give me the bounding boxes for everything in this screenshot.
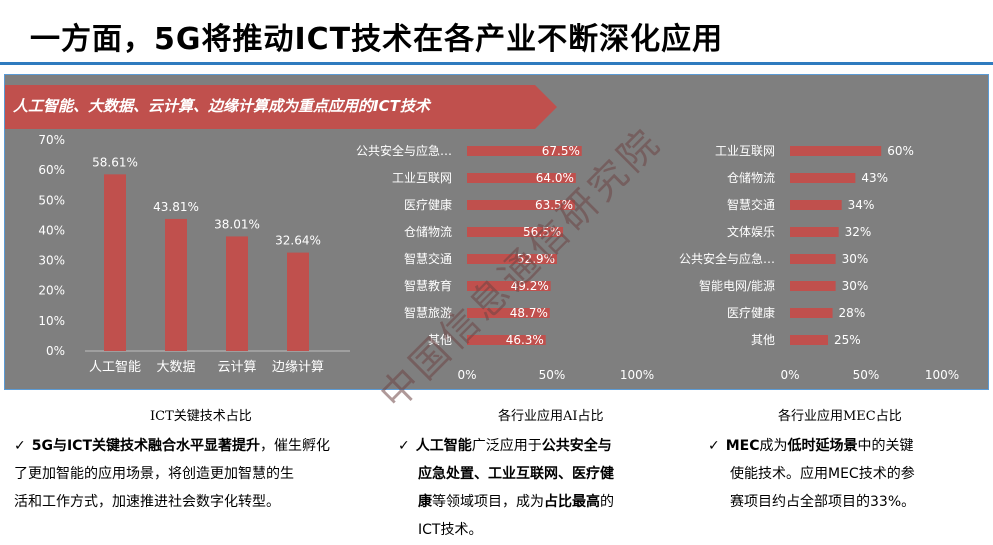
- data-label: 32%: [845, 225, 872, 239]
- banner-text: 人工智能、大数据、云计算、边缘计算成为重点应用的ICT技术: [13, 97, 430, 115]
- data-label: 25%: [834, 333, 861, 347]
- data-label: 34%: [848, 198, 875, 212]
- data-label: 58.61%: [92, 155, 138, 169]
- category-label: 工业互联网: [392, 171, 452, 185]
- category-label: 公共安全与应急…: [356, 143, 452, 158]
- check-icon: ✓: [14, 438, 26, 454]
- bar: [467, 200, 575, 210]
- category-label: 其他: [751, 333, 775, 347]
- category-label: 医疗健康: [727, 305, 775, 320]
- caption-mec: 各行业应用MEC占比: [778, 409, 902, 424]
- bar: [226, 236, 248, 351]
- y-tick-label: 50%: [38, 193, 65, 207]
- bar: [467, 254, 557, 264]
- x-tick-label: 云计算: [217, 360, 256, 375]
- category-label: 工业互联网: [715, 144, 775, 158]
- data-label: 43%: [861, 171, 888, 185]
- data-label: 28%: [839, 306, 866, 320]
- bar: [790, 335, 828, 345]
- category-label: 智慧教育: [404, 278, 452, 293]
- category-label: 公共安全与应急…: [679, 251, 775, 266]
- y-tick-label: 10%: [38, 314, 65, 328]
- bar: [165, 218, 187, 351]
- category-label: 其他: [428, 333, 452, 347]
- chart-panel: 人工智能、大数据、云计算、边缘计算成为重点应用的ICT技术 0% 10% 20% 30…: [4, 74, 989, 390]
- y-tick-label: 70%: [38, 133, 65, 147]
- bullet-mec: ✓ MEC成为低时延场景中的关键 使能技术。应用MEC技术的参 赛项目约占全部项目…: [708, 438, 916, 510]
- bar: [467, 308, 550, 318]
- data-label: 48.7%: [510, 306, 548, 320]
- data-label: 46.3%: [506, 333, 544, 347]
- bar: [790, 281, 836, 291]
- y-tick-label: 0%: [46, 344, 65, 358]
- bar: [467, 173, 576, 183]
- x-tick-label: 100%: [620, 368, 654, 382]
- category-label: 智能电网/能源: [699, 278, 775, 293]
- page-title: 一方面，5G将推动ICT技术在各产业不断深化应用: [30, 22, 724, 57]
- bar: [467, 146, 582, 156]
- data-label: 30%: [842, 252, 869, 266]
- category-label: 智慧旅游: [404, 305, 452, 320]
- bar: [790, 308, 833, 318]
- x-tick-label: 边缘计算: [272, 360, 324, 375]
- bar: [104, 174, 126, 351]
- category-label: 仓储物流: [404, 224, 452, 239]
- category-label: 仓储物流: [727, 170, 775, 185]
- x-tick-label: 人工智能: [89, 360, 141, 375]
- data-label: 56.5%: [523, 225, 561, 239]
- bar: [790, 146, 882, 156]
- bar: [467, 281, 551, 291]
- title-rule: [0, 62, 993, 65]
- x-tick-label: 0%: [457, 368, 476, 382]
- data-label: 63.5%: [535, 198, 573, 212]
- bar: [790, 200, 842, 210]
- bar: [467, 335, 546, 345]
- y-tick-label: 20%: [38, 284, 65, 298]
- x-tick-label: 大数据: [156, 360, 195, 375]
- check-icon: ✓: [708, 438, 720, 454]
- x-tick-label: 50%: [853, 368, 880, 382]
- category-label: 智慧交通: [404, 251, 452, 266]
- category-label: 医疗健康: [404, 197, 452, 212]
- data-label: 32.64%: [275, 234, 321, 248]
- bullet-ai: ✓ 人工智能广泛应用于公共安全与 应急处置、工业互联网、医疗健 康等领域项目，成为…: [398, 438, 614, 538]
- data-label: 67.5%: [542, 144, 580, 158]
- y-tick-label: 30%: [38, 254, 65, 268]
- data-label: 52.9%: [517, 252, 555, 266]
- bar: [790, 254, 836, 264]
- data-label: 60%: [887, 144, 914, 158]
- check-icon: ✓: [398, 438, 410, 454]
- x-tick-label: 50%: [539, 368, 566, 382]
- data-label: 64.0%: [536, 171, 574, 185]
- category-label: 文体娱乐: [727, 224, 775, 239]
- category-label: 智慧交通: [727, 197, 775, 212]
- data-label: 38.01%: [214, 217, 260, 231]
- bar: [790, 173, 856, 183]
- caption-ai: 各行业应用AI占比: [498, 409, 604, 424]
- x-tick-label: 100%: [925, 368, 959, 382]
- y-tick-label: 40%: [38, 223, 65, 237]
- bar: [467, 227, 564, 237]
- bullet-ict: ✓ 5G与ICT关键技术融合水平显著提升，催生孵化 了更加智能的应用场景，将创造更…: [14, 438, 330, 510]
- data-label: 43.81%: [153, 200, 199, 214]
- bar: [287, 252, 309, 351]
- charts-svg: 0% 10% 20% 30% 40% 50% 60% 70% 58.61% 人工智能 43.81% 大…: [38, 133, 959, 382]
- y-tick-label: 60%: [38, 163, 65, 177]
- data-label: 30%: [842, 279, 869, 293]
- banner-arrow: [5, 85, 557, 129]
- x-tick-label: 0%: [780, 368, 799, 382]
- caption-ict: ICT关键技术占比: [150, 409, 252, 424]
- bar: [790, 227, 839, 237]
- data-label: 49.2%: [511, 279, 549, 293]
